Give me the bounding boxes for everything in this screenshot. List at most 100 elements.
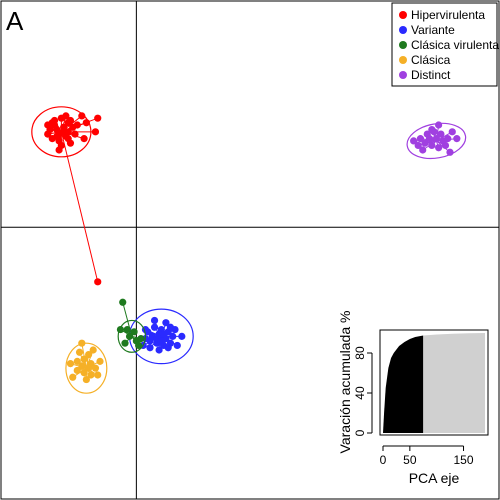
point-variante bbox=[173, 341, 181, 350]
point-variante bbox=[150, 323, 159, 331]
point-hiper bbox=[73, 121, 81, 129]
point-distinct bbox=[410, 137, 418, 145]
inset-y-tick-label: 80 bbox=[353, 346, 367, 360]
point-hiper bbox=[55, 146, 63, 154]
inset-area-black bbox=[383, 335, 424, 433]
point-variante bbox=[164, 344, 172, 352]
inset-area-gray bbox=[423, 333, 485, 433]
legend-marker-clasica_vir bbox=[399, 41, 407, 49]
cluster-hiper bbox=[31, 106, 102, 286]
point-hiper bbox=[80, 135, 88, 143]
point-clasica bbox=[94, 371, 102, 379]
point-clasica bbox=[85, 364, 93, 372]
legend-marker-distinct bbox=[399, 71, 407, 79]
legend-label-variante: Variante bbox=[411, 23, 455, 37]
point-variante bbox=[178, 332, 186, 340]
point-hiper bbox=[78, 112, 86, 120]
point-hiper bbox=[94, 278, 102, 286]
inset-x-tick-label: 50 bbox=[403, 453, 417, 467]
point-hiper bbox=[60, 128, 68, 136]
point-clasica bbox=[82, 375, 90, 384]
legend-marker-variante bbox=[399, 26, 407, 34]
cluster-distinct bbox=[406, 121, 467, 160]
point-clasica_vir bbox=[116, 325, 125, 334]
point-clasica bbox=[73, 366, 81, 375]
inset-chart: 0 50 150 0 40 80 PCA eje Varación acumulada % bbox=[337, 311, 489, 486]
inset-x-tick-label: 0 bbox=[380, 453, 387, 467]
point-distinct bbox=[448, 128, 456, 136]
point-distinct bbox=[425, 135, 434, 143]
point-variante bbox=[157, 337, 165, 345]
point-variante bbox=[162, 319, 170, 327]
point-clasica_vir bbox=[135, 341, 143, 350]
point-hiper bbox=[62, 112, 70, 120]
point-distinct bbox=[421, 139, 429, 147]
point-clasica bbox=[69, 373, 77, 381]
point-hiper bbox=[66, 139, 75, 147]
inset-ylabel: Varación acumulada % bbox=[337, 311, 353, 454]
point-distinct bbox=[437, 130, 445, 138]
inset-frame bbox=[379, 329, 489, 436]
cluster-clasica_vir bbox=[116, 298, 147, 353]
point-distinct bbox=[453, 135, 461, 143]
point-clasica bbox=[80, 369, 88, 377]
ellipse-clasica bbox=[65, 342, 108, 394]
point-clasica bbox=[75, 348, 84, 356]
point-distinct bbox=[419, 146, 427, 154]
point-distinct bbox=[435, 144, 443, 152]
point-clasica bbox=[91, 364, 100, 372]
point-clasica bbox=[96, 357, 104, 365]
legend-label-clasica_vir: Clásica virulenta bbox=[411, 38, 499, 52]
point-clasica bbox=[80, 355, 88, 363]
legend-label-hiper: Hipervirulenta bbox=[411, 8, 485, 22]
point-clasica bbox=[78, 339, 86, 347]
point-clasica bbox=[73, 357, 81, 365]
point-variante bbox=[160, 330, 168, 338]
point-distinct bbox=[432, 135, 440, 143]
point-hiper bbox=[46, 125, 54, 134]
inset-xlabel: PCA eje bbox=[409, 470, 460, 486]
point-clasica bbox=[89, 346, 97, 354]
point-distinct bbox=[428, 141, 436, 150]
point-distinct bbox=[416, 135, 425, 143]
point-distinct bbox=[414, 141, 422, 150]
point-clasica bbox=[66, 360, 75, 368]
point-clasica_vir bbox=[125, 332, 134, 340]
point-variante bbox=[169, 332, 177, 340]
legend-marker-hiper bbox=[399, 11, 407, 19]
point-hiper bbox=[66, 116, 75, 125]
inset-y-tick-label: 0 bbox=[353, 429, 367, 436]
ellipse-distinct bbox=[406, 122, 467, 160]
panel-label: A bbox=[6, 6, 24, 36]
legend-marker-clasica bbox=[399, 56, 407, 64]
point-clasica_vir bbox=[121, 339, 129, 347]
clusters-layer bbox=[31, 106, 467, 394]
point-hiper bbox=[71, 130, 79, 138]
point-variante bbox=[150, 316, 159, 325]
point-distinct bbox=[446, 148, 454, 156]
inset-x-tick-label: 150 bbox=[454, 453, 474, 467]
point-hiper bbox=[94, 114, 102, 122]
point-variante bbox=[166, 323, 175, 331]
legend-box bbox=[391, 2, 498, 87]
point-variante bbox=[146, 344, 154, 352]
point-distinct bbox=[428, 125, 436, 134]
spoke-hiper bbox=[60, 131, 99, 282]
point-clasica_vir bbox=[123, 325, 131, 334]
point-hiper bbox=[91, 128, 100, 136]
point-hiper bbox=[48, 119, 56, 127]
legend-label-distinct: Distinct bbox=[411, 68, 451, 82]
point-distinct bbox=[435, 121, 443, 129]
point-clasica_vir bbox=[130, 328, 138, 336]
ellipse-clasica_vir bbox=[117, 319, 147, 353]
inset-y-tick-label: 40 bbox=[353, 386, 367, 400]
cluster-clasica bbox=[65, 339, 108, 394]
cluster-variante bbox=[128, 308, 194, 365]
point-variante bbox=[155, 346, 163, 354]
point-clasica bbox=[87, 371, 95, 379]
point-hiper bbox=[82, 119, 90, 127]
point-hiper bbox=[53, 132, 61, 140]
